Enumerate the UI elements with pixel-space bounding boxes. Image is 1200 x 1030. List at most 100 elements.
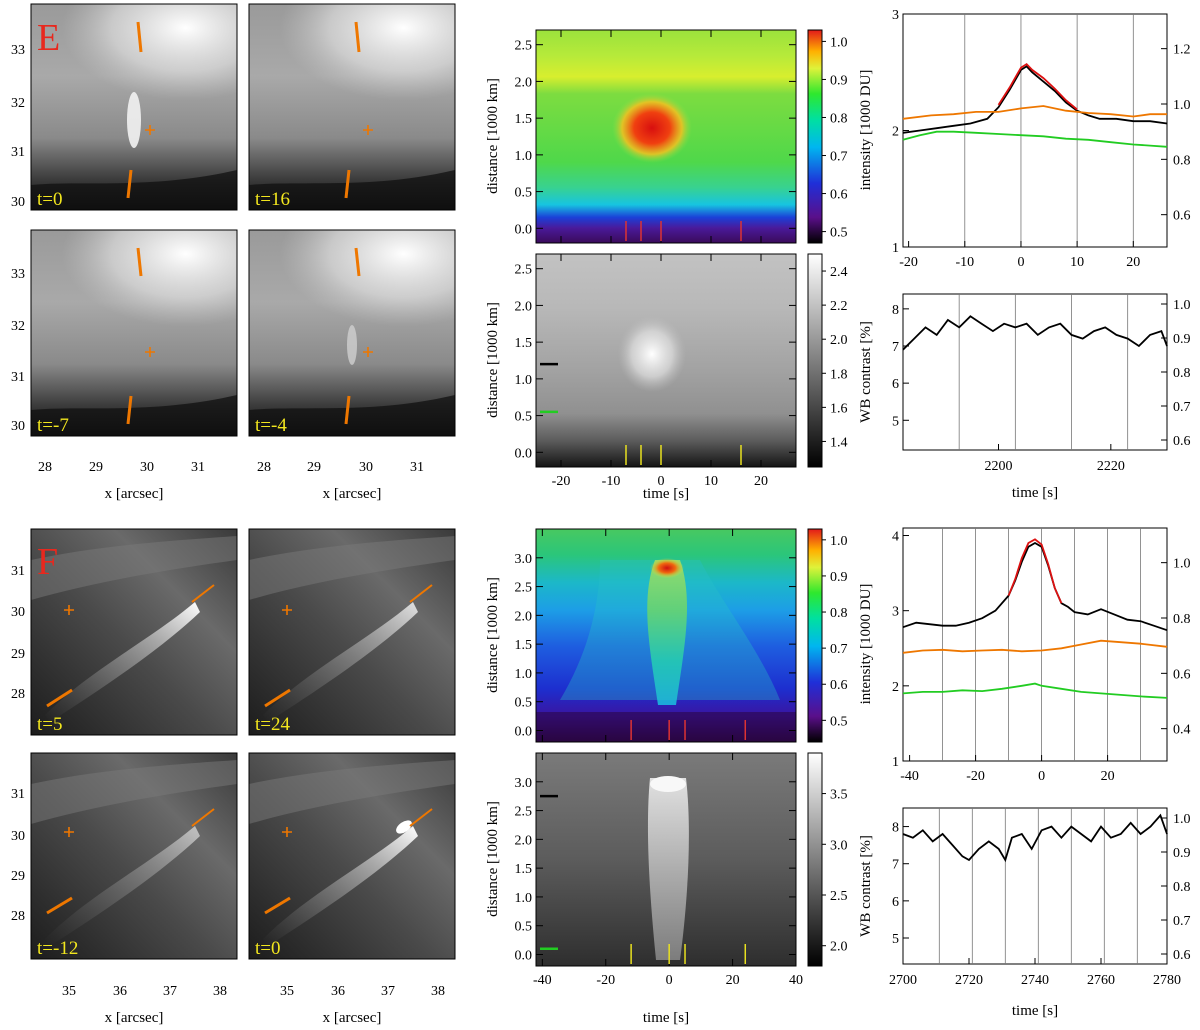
map-f-color [535,528,823,743]
tick-label: 30 [140,460,154,475]
map-x-tick-label: -20 [552,474,571,489]
intensity-x-tick-label: -20 [966,769,985,784]
colorbar-tick-label: 0.7 [830,150,848,165]
contrast-tick-label: 7 [892,858,899,873]
map-y-tick-label: 2.5 [515,39,533,54]
intensity-right-tick-label: 1.0 [1173,98,1191,113]
map-e-gray [535,253,823,468]
tick-label: 31 [11,564,25,579]
time-label-f-4: t=0 [255,938,281,959]
image-panel-f-1 [30,528,238,736]
tick-label: 32 [11,96,25,111]
map-f-gray [535,752,823,967]
tick-label: 29 [11,869,25,884]
colorbar-tick-label: 1.0 [830,534,848,549]
tick-label: 31 [191,460,205,475]
tick-label: 38 [213,984,227,999]
image-y-ticks-e-top: 33 32 31 30 [11,43,25,210]
map-y-tick-label: 2.5 [515,263,533,278]
map-y-tick-label: 2.0 [515,609,533,624]
series-line [1007,538,1063,604]
map-y-tick-label: 0.5 [515,410,533,425]
tick-label: 33 [11,267,25,282]
contrast-right-tick-label: 0.9 [1173,332,1191,347]
image-x-ticks-e: 28 29 30 31 28 29 30 31 [38,460,424,475]
series-line [902,130,1168,148]
tick-label: 30 [359,460,373,475]
map-ylabel-e-1: distance [1000 km] [485,78,501,194]
series-line [902,682,1168,699]
intensity-tick-label: 3 [892,8,899,23]
contrast-ylabel-e: WB contrast [%] [858,321,874,423]
intensity-tick-label: 3 [892,605,899,620]
map-x-tick-label: 10 [704,474,718,489]
colorbar-tick-label: 1.8 [830,367,848,382]
contrast-tick-label: 8 [892,821,899,836]
intensity-right-tick-label: 1.2 [1173,43,1191,58]
colorbar-tick-label: 1.0 [830,35,848,50]
map-y-tick-label: 1.0 [515,667,533,682]
colorbar-tick-label: 1.4 [830,435,848,450]
tick-label: 30 [11,605,25,620]
tick-label: 33 [11,43,25,58]
contrast-x-tick-label: 2200 [984,459,1012,474]
colorbar-e-gray [807,253,823,468]
contrast-right-tick-label: 0.9 [1173,846,1191,861]
map-y-tick-label: 0.0 [515,222,533,237]
image-panel-e-3 [30,229,238,437]
tick-label: 29 [11,647,25,662]
colorbar-tick-label: 2.0 [830,333,848,348]
map-y-tick-label: 1.0 [515,149,533,164]
time-label-e-3: t=-7 [37,415,69,436]
time-label-e-1: t=0 [37,189,63,210]
image-xlabel-e-1: x [arcsec] [105,486,164,502]
series-line [902,65,1168,134]
intensity-plot-e [902,13,1168,248]
section-label-f: F [37,541,58,583]
tick-label: 36 [113,984,127,999]
image-y-ticks-f-top: 31 30 29 28 [11,564,25,702]
contrast-right-tick-label: 0.8 [1173,366,1191,381]
contrast-x-tick-label: 2760 [1087,973,1115,988]
colorbar-tick-label: 0.6 [830,678,848,693]
time-label-e-2: t=16 [255,189,290,210]
tick-label: 31 [11,370,25,385]
intensity-x-tick-label: -40 [900,769,919,784]
tick-label: 32 [11,319,25,334]
intensity-x-tick-label: 10 [1070,255,1084,270]
map-y-tick-label: 3.0 [515,776,533,791]
intensity-tick-label: 2 [892,680,899,695]
series-line [902,315,1168,351]
intensity-x-tick-label: 0 [1017,255,1024,270]
map-e-color [535,29,823,244]
intensity-tick-label: 2 [892,125,899,140]
tick-label: 35 [62,984,76,999]
colorbar-tick-label: 0.5 [830,226,848,241]
map-ylabel-e-2: distance [1000 km] [485,302,501,418]
map-y-tick-label: 0.5 [515,696,533,711]
contrast-tick-label: 5 [892,932,899,947]
contrast-tick-label: 6 [892,377,899,392]
colorbar-tick-label: 0.9 [830,570,848,585]
tick-label: 29 [89,460,103,475]
colorbar-tick-label: 1.6 [830,401,848,416]
contrast-right-tick-label: 0.7 [1173,914,1191,929]
series-line [997,62,1078,111]
contrast-tick-label: 8 [892,303,899,318]
contrast-x-tick-label: 2700 [889,973,917,988]
intensity-right-tick-label: 0.6 [1173,667,1191,682]
image-panel-f-2 [248,528,456,736]
map-y-tick-label: 1.5 [515,112,533,127]
image-xlabel-f-2: x [arcsec] [323,1010,382,1026]
contrast-plot-f [902,807,1168,965]
tick-label: 30 [11,829,25,844]
colorbar-f-color [807,528,823,743]
colorbar-tick-label: 0.8 [830,606,848,621]
map-y-tick-label: 1.0 [515,891,533,906]
map-y-tick-label: 1.5 [515,336,533,351]
series-line [902,541,1168,632]
contrast-right-tick-label: 0.7 [1173,400,1191,415]
map-y-tick-label: 3.0 [515,552,533,567]
image-xlabel-e-2: x [arcsec] [323,486,382,502]
